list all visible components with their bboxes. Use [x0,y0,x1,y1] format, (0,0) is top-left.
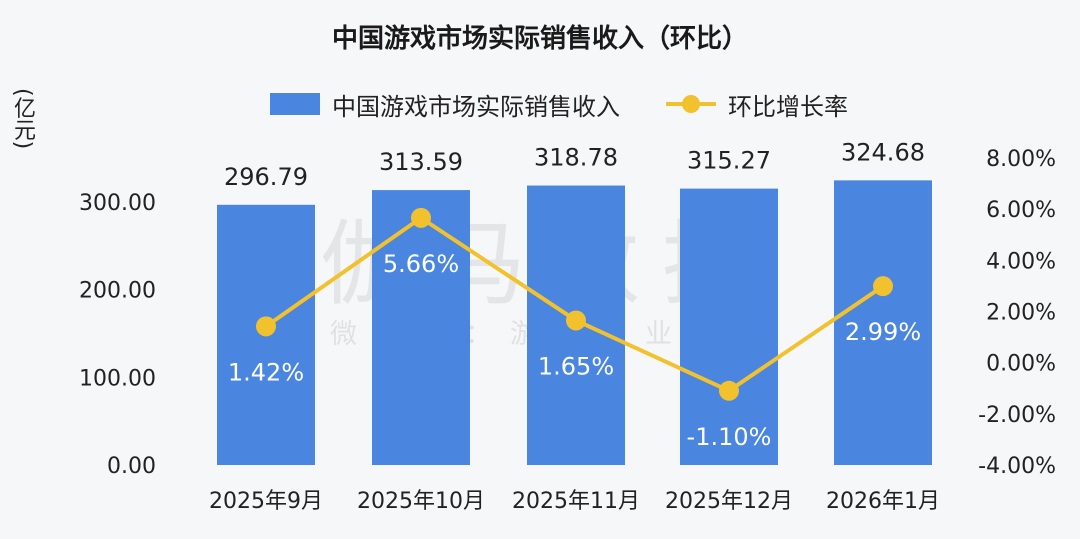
legend-label-revenue: 中国游戏市场实际销售收入 [332,92,620,121]
y-left-tick-label: 300.00 [79,191,156,216]
bar-revenue [680,188,778,466]
growth-point [873,276,893,297]
y-right-tick-label: -4.00% [978,454,1056,479]
x-tick-label: 2025年12月 [665,489,793,514]
y-right-tick-label: 8.00% [986,147,1056,172]
bar-data-label: 324.68 [841,138,925,166]
legend-line-swatch [666,93,716,115]
growth-data-label: 2.99% [845,318,921,346]
y-right-tick-label: 0.00% [986,352,1056,377]
y-right-tick-label: 2.00% [986,301,1056,326]
x-tick-label: 2025年11月 [512,489,640,514]
x-tick-label: 2025年10月 [357,489,485,514]
growth-point [411,207,431,228]
y-left-tick-label: 200.00 [79,279,156,304]
bar-revenue [834,180,932,465]
growth-point [256,316,276,337]
x-tick-label: 2025年9月 [209,489,323,514]
growth-data-label: 1.42% [228,358,304,386]
bar-data-label: 313.59 [379,148,463,176]
bar-revenue [372,190,470,465]
legend-item-growth: 环比增长率 [666,87,848,122]
legend-item-revenue: 中国游戏市场实际销售收入 [270,87,620,122]
y-axis-unit-label: (亿元) [10,88,35,150]
chart-title: 中国游戏市场实际销售收入（环比） [331,24,748,54]
bar-data-label: 318.78 [534,144,618,172]
growth-point [719,380,739,401]
legend-bar-swatch [270,93,320,115]
x-tick-label: 2026年1月 [826,489,940,514]
bar-data-label: 315.27 [687,147,771,175]
y-right-tick-label: 6.00% [986,198,1056,223]
growth-data-label: 5.66% [383,250,459,278]
y-right-tick-label: -2.00% [978,403,1056,428]
y-left-tick-label: 0.00 [107,454,156,479]
legend-label-growth: 环比增长率 [728,92,848,121]
growth-data-label: -1.10% [687,423,772,451]
growth-data-label: 1.65% [538,352,614,380]
bar-data-label: 296.79 [224,163,308,191]
y-left-tick-label: 100.00 [79,366,156,391]
y-right-tick-label: 4.00% [986,249,1056,274]
chart-legend: 中国游戏市场实际销售收入 环比增长率 [270,84,848,124]
growth-point [566,310,586,331]
